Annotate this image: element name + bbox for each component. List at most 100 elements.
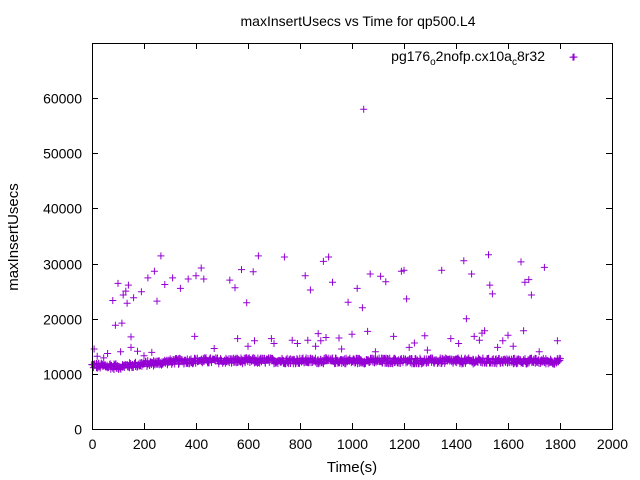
data-point [410, 339, 418, 347]
legend-label-sub: o [430, 57, 436, 68]
x-tick-label: 1000 [337, 436, 368, 452]
data-point [197, 264, 205, 272]
data-point [270, 340, 278, 347]
data-point [547, 355, 555, 363]
data-point [293, 340, 301, 347]
data-point [325, 253, 333, 261]
y-tick-label: 40000 [43, 201, 82, 217]
data-point [344, 298, 352, 306]
data-point [400, 266, 408, 274]
y-tick-label: 20000 [43, 312, 82, 328]
data-point [475, 336, 483, 344]
data-point [265, 358, 273, 366]
data-point [109, 297, 117, 304]
x-tick-label: 800 [289, 436, 313, 452]
data-point [243, 299, 251, 307]
legend-marker-glyph [570, 53, 578, 61]
x-tick-label: 1600 [493, 436, 524, 452]
data-point [288, 336, 296, 344]
data-point [494, 343, 502, 351]
data-point [535, 348, 543, 356]
data-point [122, 287, 130, 295]
data-point [338, 345, 346, 353]
data-point [520, 327, 528, 335]
data-point [322, 334, 330, 341]
data-point [280, 253, 288, 261]
data-point [382, 278, 390, 286]
x-axis: 0 200 400 600 800 1000 1200 1400 1600 1800 2000 [89, 43, 628, 452]
data-point [267, 335, 275, 343]
data-point [553, 337, 561, 345]
data-point [114, 279, 122, 287]
x-tick-label: 1400 [441, 436, 472, 452]
data-point [100, 354, 108, 362]
data-point [556, 355, 564, 363]
x-tick-label: 2000 [597, 436, 628, 452]
data-point [118, 319, 126, 327]
data-point [254, 252, 262, 260]
data-point [153, 297, 161, 305]
data-point [366, 270, 374, 278]
data-point [525, 276, 533, 284]
data-point [244, 342, 252, 350]
data-point [119, 291, 127, 299]
legend-label: pg176o2nofp.cx10ac8r32 [391, 48, 545, 68]
data-point [93, 352, 101, 360]
data-point [117, 348, 125, 356]
data-point [358, 304, 366, 312]
data-point [488, 290, 496, 298]
data-point [540, 263, 548, 271]
x-axis-label: Time(s) [327, 459, 377, 476]
data-point [421, 332, 429, 340]
data-point [150, 267, 158, 275]
data-point [499, 337, 507, 345]
data-point [348, 330, 356, 338]
x-tick-label: 0 [89, 436, 97, 452]
data-point [137, 288, 145, 296]
data-point [312, 342, 320, 350]
x-tick-label: 1200 [389, 436, 420, 452]
y-tick-label: 50000 [43, 146, 82, 162]
data-point [90, 345, 98, 353]
data-point [111, 321, 119, 329]
data-point [127, 333, 135, 341]
data-point [148, 348, 156, 356]
data-point [517, 258, 525, 266]
data-point [360, 105, 368, 113]
data-point [486, 281, 494, 289]
data-point [364, 327, 372, 335]
data-point [169, 274, 177, 282]
data-point [304, 336, 312, 344]
data-point [124, 281, 132, 289]
data-point [481, 327, 489, 335]
data-point [176, 284, 184, 292]
data-point [462, 315, 470, 323]
x-tick-label: 400 [185, 436, 209, 452]
data-point [301, 272, 309, 280]
data-point [329, 278, 336, 286]
data-point [144, 274, 152, 282]
y-tick-label: 0 [74, 422, 82, 438]
data-point [509, 342, 517, 350]
x-tick-label: 200 [133, 436, 157, 452]
legend-label-part: 8r32 [517, 48, 545, 64]
data-point [485, 251, 492, 259]
legend-marker [570, 53, 578, 61]
data-point [140, 352, 148, 360]
data-point [447, 335, 455, 343]
data-point [423, 346, 431, 354]
data-point [521, 278, 529, 286]
data-point [106, 360, 114, 368]
y-axis-label: maxInsertUsecs [5, 183, 22, 291]
data-point [184, 275, 192, 283]
y-tick-label: 30000 [43, 257, 82, 273]
data-point [306, 286, 314, 294]
data-point [317, 337, 325, 345]
data-point [470, 332, 478, 340]
data-point [527, 291, 535, 299]
y-tick-label: 60000 [43, 91, 82, 107]
data-point [191, 332, 199, 340]
plot-area [88, 53, 577, 373]
data-point [371, 348, 379, 356]
data-point [231, 284, 239, 292]
